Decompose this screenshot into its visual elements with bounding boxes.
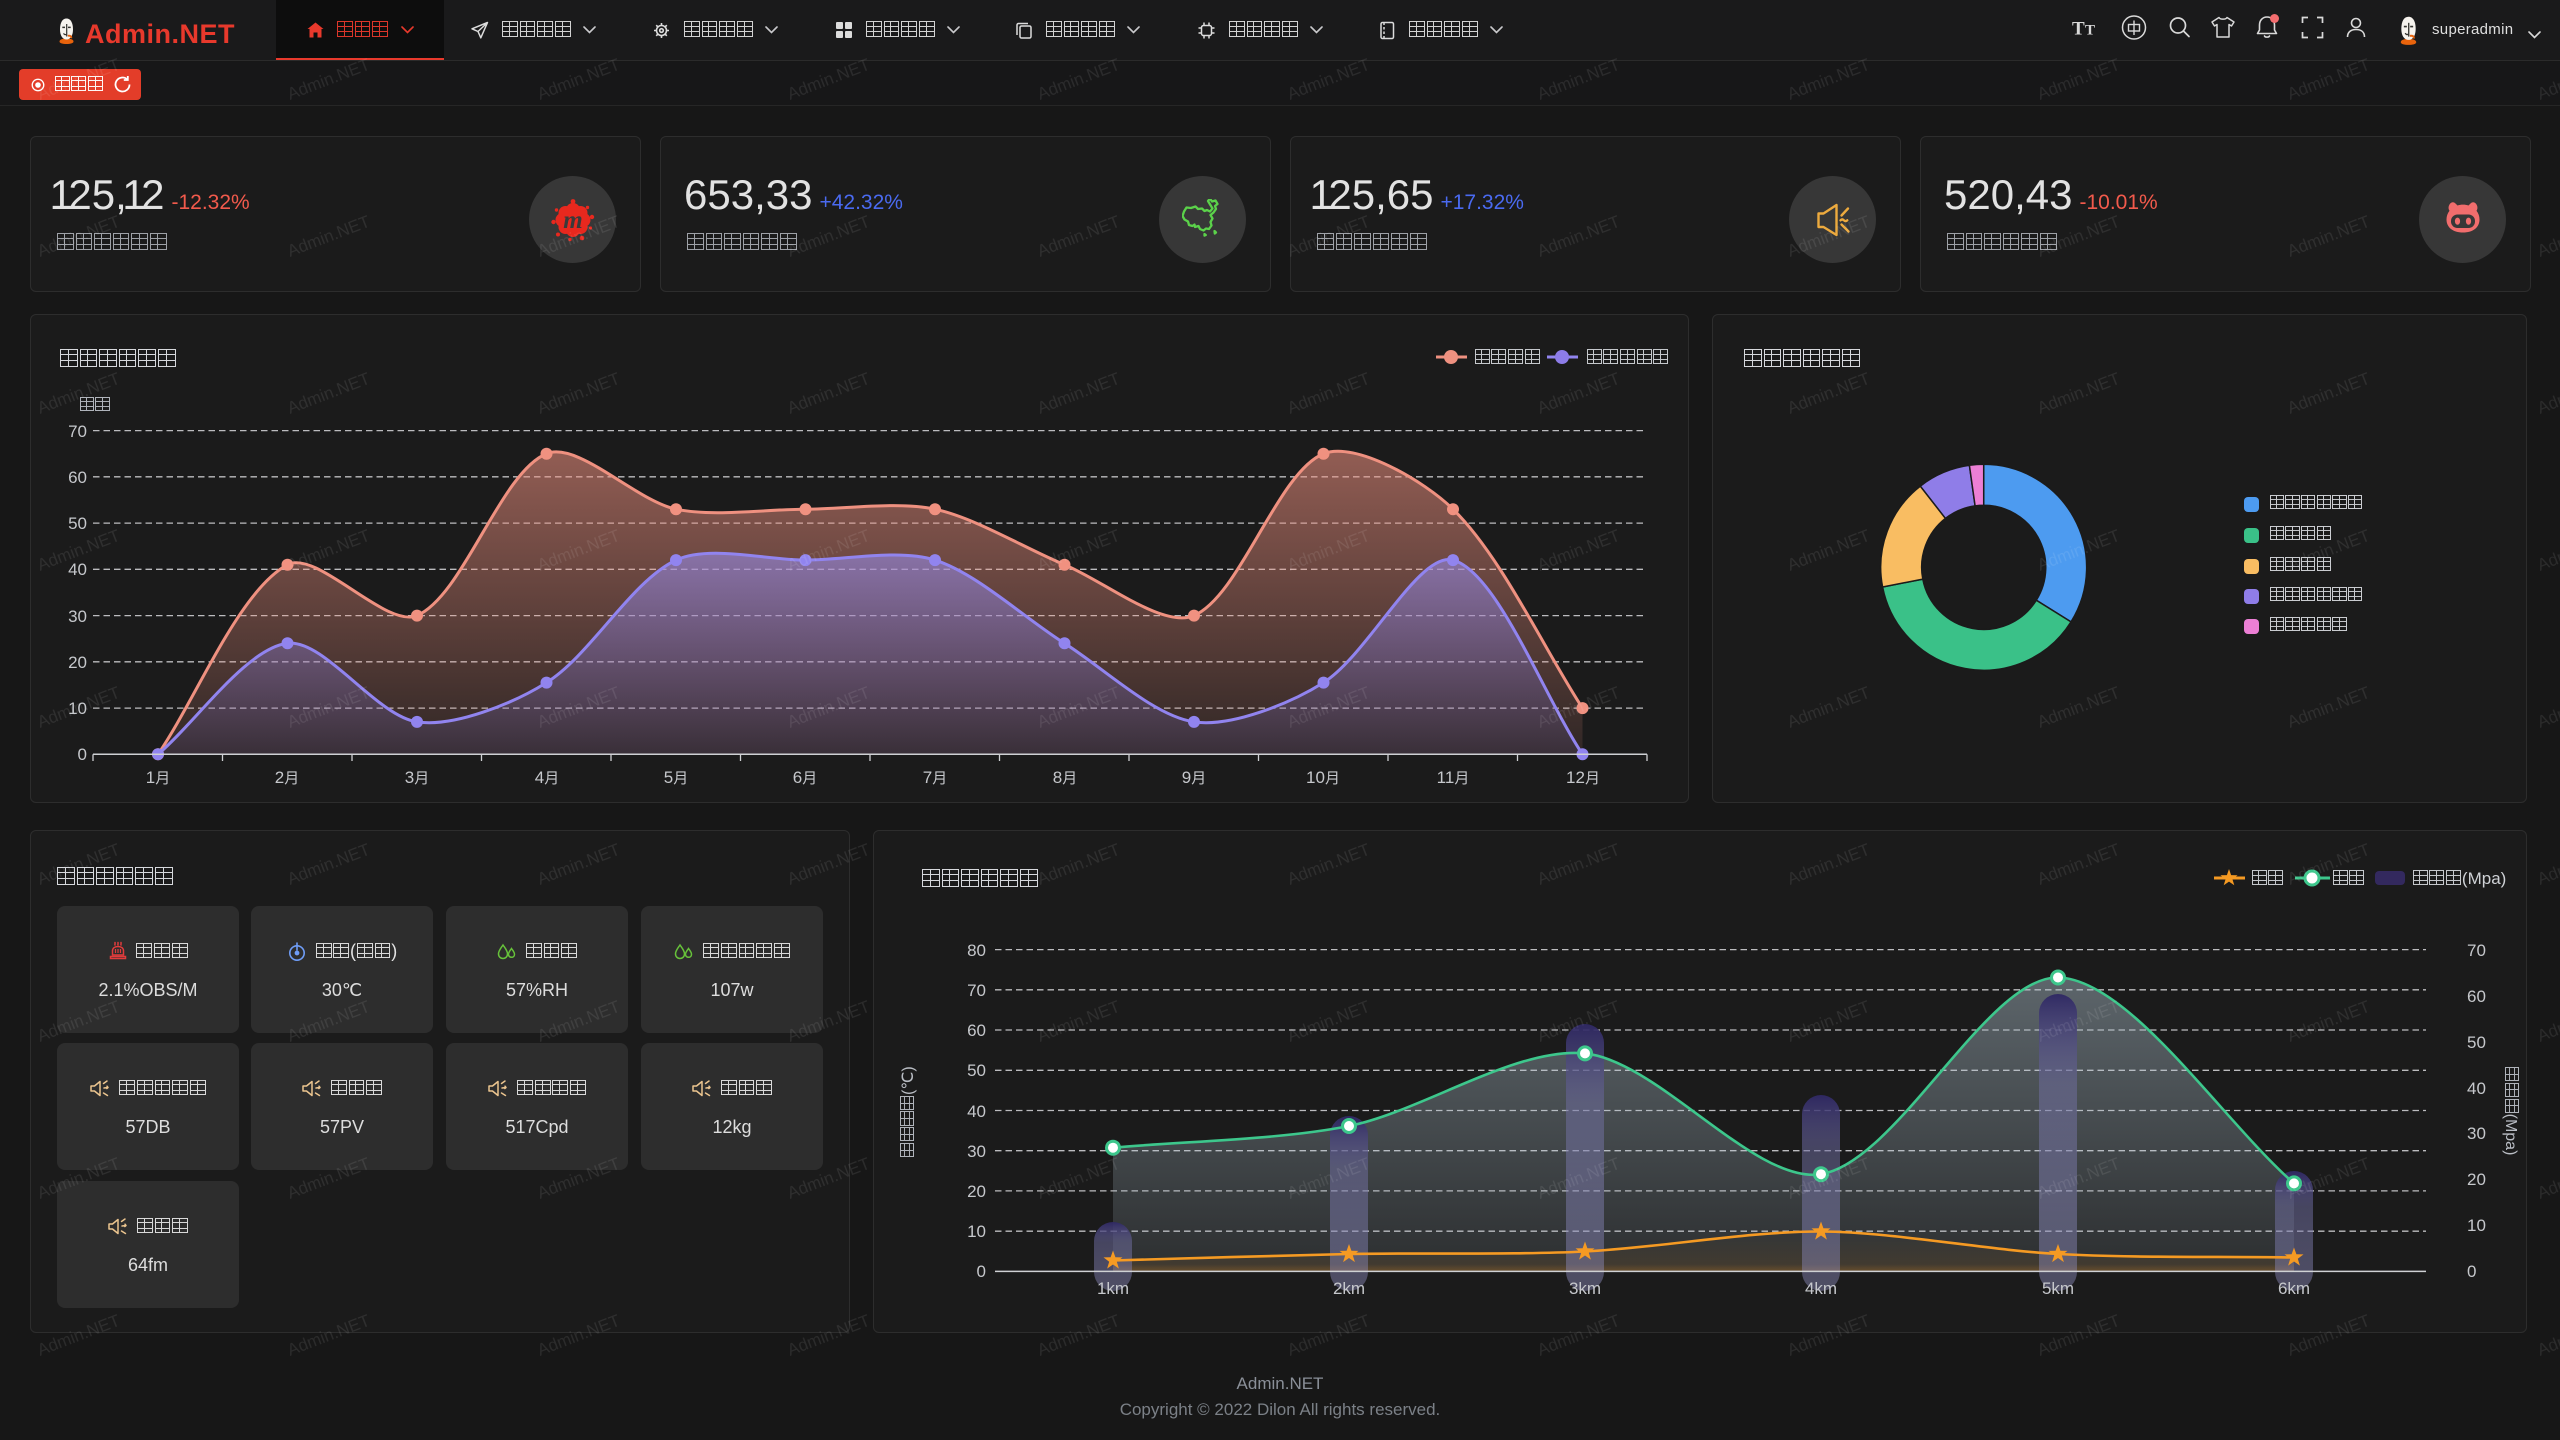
svg-text:60: 60 xyxy=(967,1021,986,1040)
svg-text:40: 40 xyxy=(2467,1079,2486,1098)
svg-text:Admin.NET: Admin.NET xyxy=(2535,997,2560,1046)
svg-text:50: 50 xyxy=(68,514,87,533)
svg-text:T: T xyxy=(2085,23,2095,39)
svg-text:10: 10 xyxy=(68,699,87,718)
svg-text:0: 0 xyxy=(78,745,87,764)
svg-text:4km: 4km xyxy=(1805,1279,1837,1298)
svg-text:70: 70 xyxy=(68,422,87,441)
svg-text:Admin.NET: Admin.NET xyxy=(2535,683,2560,732)
svg-text:10: 10 xyxy=(2467,1216,2486,1235)
svg-text:20: 20 xyxy=(967,1182,986,1201)
svg-text:Admin.NET: Admin.NET xyxy=(2535,369,2560,418)
svg-text:2月: 2月 xyxy=(275,768,299,787)
svg-text:8月: 8月 xyxy=(1053,768,1077,787)
svg-text:7月: 7月 xyxy=(923,768,947,787)
svg-text:9月: 9月 xyxy=(1182,768,1206,787)
svg-text:30: 30 xyxy=(967,1142,986,1161)
svg-text:3月: 3月 xyxy=(405,768,429,787)
svg-text:20: 20 xyxy=(68,653,87,672)
svg-text:80: 80 xyxy=(967,941,986,960)
svg-text:6月: 6月 xyxy=(793,768,817,787)
svg-text:70: 70 xyxy=(2467,941,2486,960)
svg-text:5km: 5km xyxy=(2042,1279,2074,1298)
svg-text:3km: 3km xyxy=(1569,1279,1601,1298)
svg-text:10: 10 xyxy=(967,1222,986,1241)
svg-text:1km: 1km xyxy=(1097,1279,1129,1298)
svg-text:20: 20 xyxy=(2467,1170,2486,1189)
svg-text:50: 50 xyxy=(2467,1033,2486,1052)
svg-text:30: 30 xyxy=(2467,1124,2486,1143)
svg-text:6km: 6km xyxy=(2278,1279,2310,1298)
svg-text:60: 60 xyxy=(2467,987,2486,1006)
svg-text:70: 70 xyxy=(967,981,986,1000)
svg-text:12月: 12月 xyxy=(1566,768,1600,787)
svg-text:50: 50 xyxy=(967,1061,986,1080)
svg-text:Admin.NET: Admin.NET xyxy=(2535,526,2560,575)
svg-text:Admin.NET: Admin.NET xyxy=(2535,212,2560,261)
svg-text:0: 0 xyxy=(977,1262,986,1281)
svg-text:11月: 11月 xyxy=(1437,768,1470,787)
svg-text:1月: 1月 xyxy=(146,768,170,787)
svg-text:40: 40 xyxy=(967,1102,986,1121)
svg-text:Admin.NET: Admin.NET xyxy=(2535,840,2560,889)
svg-text:5月: 5月 xyxy=(664,768,688,787)
svg-text:Admin.NET: Admin.NET xyxy=(2535,1154,2560,1203)
svg-text:30: 30 xyxy=(68,607,87,626)
svg-text:2km: 2km xyxy=(1333,1279,1365,1298)
svg-text:0: 0 xyxy=(2467,1262,2476,1281)
svg-text:T: T xyxy=(2072,19,2085,40)
svg-text:4月: 4月 xyxy=(535,768,559,787)
svg-text:m: m xyxy=(563,207,582,234)
svg-text:10月: 10月 xyxy=(1306,768,1340,787)
svg-text:40: 40 xyxy=(68,560,87,579)
svg-text:60: 60 xyxy=(68,468,87,487)
svg-text:Admin.NET: Admin.NET xyxy=(2535,1311,2560,1360)
